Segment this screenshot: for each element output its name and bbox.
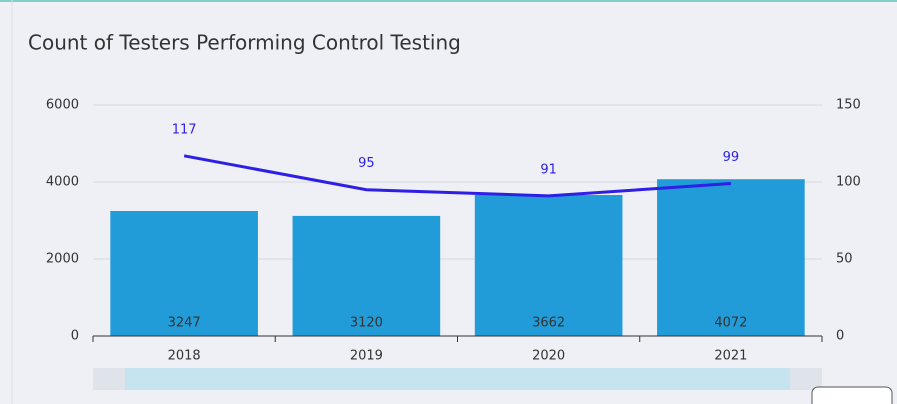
expand-button[interactable]	[811, 386, 893, 404]
y2-tick-label: 100	[836, 175, 861, 190]
bar-label: 4072	[714, 316, 747, 331]
y-tick-label: 0	[71, 329, 79, 344]
x-tick-label: 2018	[168, 349, 201, 364]
bar	[292, 215, 441, 336]
y2-tick-label: 0	[836, 329, 844, 344]
bar	[657, 179, 805, 336]
line-label: 117	[172, 122, 197, 137]
x-tick-label: 2021	[714, 349, 747, 364]
y-tick-label: 6000	[46, 98, 79, 113]
bar-label: 3662	[532, 316, 565, 331]
bar-label: 3247	[168, 316, 201, 331]
y-tick-label: 4000	[46, 175, 79, 190]
bar-label: 3120	[350, 316, 383, 331]
y-tick-label: 2000	[46, 252, 79, 267]
plot: 0 2000 4000 6000 0 50 100 150 3247 2018 3120 2019 36…	[46, 98, 861, 364]
x-tick-label: 2020	[532, 349, 565, 364]
bar	[474, 195, 623, 336]
bar	[110, 210, 258, 336]
line-label: 95	[358, 156, 375, 171]
y2-tick-label: 150	[836, 98, 861, 113]
y2-tick-label: 50	[836, 252, 853, 267]
line	[183, 154, 731, 198]
x-tick-label: 2019	[350, 349, 383, 364]
chart-title: Count of Testers Performing Control Test…	[28, 31, 461, 55]
line-label: 91	[540, 162, 557, 177]
scroll-handle-left[interactable]	[93, 368, 125, 390]
scrollbar[interactable]	[93, 368, 822, 390]
line-label: 99	[723, 150, 740, 165]
scroll-handle-right[interactable]	[790, 368, 822, 390]
